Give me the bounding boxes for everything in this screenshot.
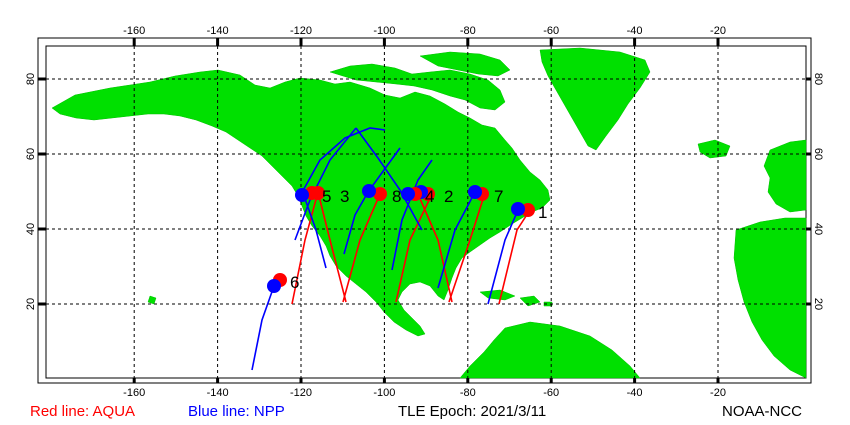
npp-track-3 (294, 127, 357, 241)
org-credit: NOAA-NCC (722, 403, 803, 420)
npp-track-1 (487, 209, 519, 305)
pass-label-5: 5 (322, 187, 331, 206)
graticule (46, 46, 806, 378)
pass-markers (267, 184, 535, 293)
lat-label-left: 40 (25, 223, 37, 235)
aqua-track-1 (498, 209, 531, 305)
lon-label-bottom: -80 (460, 387, 476, 399)
tle-epoch: TLE Epoch: 2021/3/11 (398, 403, 547, 420)
lon-label-bottom: -120 (290, 387, 312, 399)
pass-label-4: 4 (425, 187, 434, 206)
aqua-track-7 (448, 195, 485, 303)
greenland-land (539, 47, 651, 151)
lat-label-right: 40 (812, 223, 824, 235)
aqua-track-3 (317, 191, 347, 303)
aqua-track-2 (417, 193, 453, 303)
lon-label-bottom: -40 (627, 387, 643, 399)
lon-labels-bottom: -160 -140 -120 -100 -80 -60 -40 -20 (123, 387, 726, 399)
tick-marks (38, 38, 811, 383)
lat-label-right: 80 (812, 73, 824, 85)
lon-label-top: -120 (290, 25, 312, 37)
lon-label-top: -80 (460, 25, 476, 37)
lon-labels-top: -160 -140 -120 -100 -80 -60 -40 -20 (123, 25, 726, 37)
aqua-legend: Red line: AQUA (30, 403, 136, 420)
npp-marker-6[interactable] (267, 279, 281, 293)
aqua-track-8 (342, 193, 381, 303)
lat-labels-left: 20 40 60 80 (25, 73, 37, 310)
europe-land (763, 139, 807, 213)
lon-label-bottom: -60 (543, 387, 559, 399)
lon-label-top: -100 (373, 25, 395, 37)
npp-legend: Blue line: NPP (188, 403, 285, 420)
lon-label-bottom: -100 (373, 387, 395, 399)
npp-marker-4[interactable] (401, 187, 415, 201)
cuba-land (479, 289, 516, 301)
aqua-track-5a (291, 191, 319, 305)
lon-label-bottom: -160 (123, 387, 145, 399)
aqua-tracks (277, 191, 531, 305)
lat-labels-right: 20 40 60 80 (812, 73, 824, 310)
npp-marker-1[interactable] (511, 202, 525, 216)
pass-labels: 1 2 3 4 5 6 7 8 (290, 187, 547, 292)
npp-marker-5[interactable] (295, 188, 309, 202)
satellite-tracks (251, 127, 531, 371)
puerto-rico-land (543, 301, 553, 307)
pass-label-7: 7 (494, 187, 503, 206)
npp-marker-7[interactable] (468, 185, 482, 199)
lon-label-bottom: -20 (710, 387, 726, 399)
npp-track-5 (299, 127, 386, 197)
lon-label-bottom: -140 (207, 387, 229, 399)
lat-label-right: 20 (812, 298, 824, 310)
npp-track-7 (437, 191, 476, 289)
lon-label-top: -160 (123, 25, 145, 37)
pass-label-6: 6 (290, 273, 299, 292)
npp-track-8 (343, 147, 401, 255)
npp-track-6 (251, 285, 275, 371)
lat-label-left: 60 (25, 148, 37, 160)
npp-track-9 (303, 195, 327, 269)
lat-label-left: 80 (25, 73, 37, 85)
lon-label-top: -140 (207, 25, 229, 37)
npp-tracks (251, 127, 519, 371)
lon-label-top: -60 (543, 25, 559, 37)
lat-label-right: 60 (812, 148, 824, 160)
npp-marker-8[interactable] (362, 184, 376, 198)
pass-label-3: 3 (340, 187, 349, 206)
arctic-island-north (419, 51, 511, 77)
pass-label-2: 2 (444, 187, 453, 206)
lon-label-top: -40 (627, 25, 643, 37)
pass-label-1: 1 (538, 203, 547, 222)
pass-label-8: 8 (392, 187, 401, 206)
aqua-marker-8[interactable] (373, 187, 387, 201)
lon-label-top: -20 (710, 25, 726, 37)
lat-label-left: 20 (25, 298, 37, 310)
africa-land (733, 217, 807, 379)
arctic-islands-land (329, 63, 506, 111)
npp-track-2 (355, 127, 423, 231)
